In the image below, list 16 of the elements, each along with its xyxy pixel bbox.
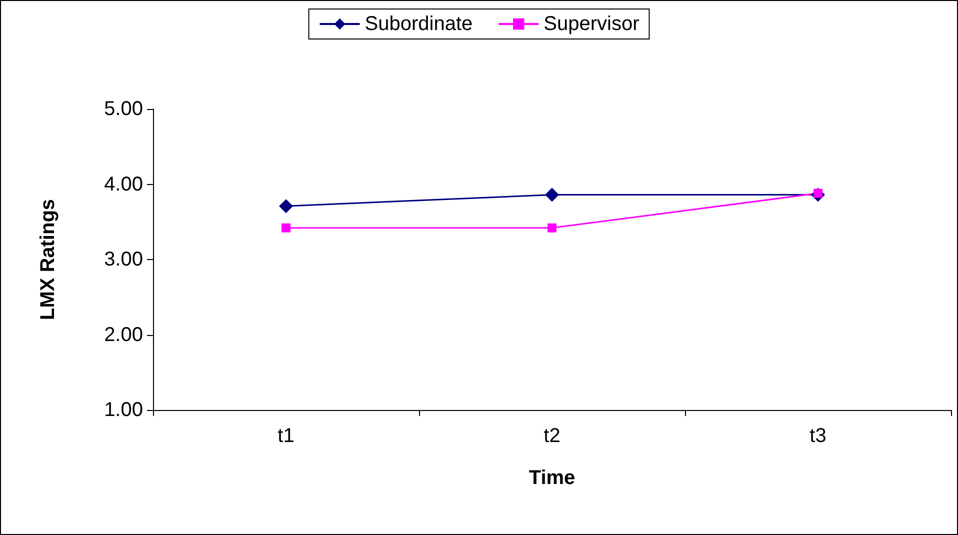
y-tick-label: 3.00 <box>104 248 143 270</box>
point <box>548 223 556 232</box>
x-tick-label: t2 <box>544 425 560 447</box>
legend-label: Supervisor <box>544 13 640 35</box>
point <box>282 223 290 232</box>
y-tick-label: 1.00 <box>104 399 143 421</box>
point <box>279 199 293 214</box>
point <box>545 188 559 202</box>
x-tick-label: t1 <box>278 425 294 447</box>
y-tick-label: 2.00 <box>104 324 143 346</box>
x-tick-label: t3 <box>810 425 826 447</box>
x-axis-title: Time <box>528 467 576 489</box>
legend-label: Subordinate <box>364 13 473 35</box>
y-axis-title: LMX Ratings <box>37 198 59 320</box>
y-tick-label: 4.00 <box>104 173 143 196</box>
y-tick-label: 5.00 <box>104 98 143 120</box>
